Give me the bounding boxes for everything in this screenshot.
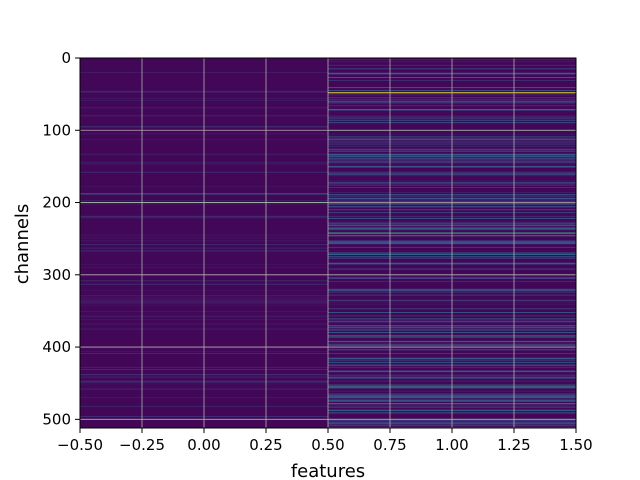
y-tick-label: 300 — [42, 266, 71, 284]
x-axis-label: features — [291, 461, 365, 480]
y-tick-label: 500 — [42, 410, 71, 428]
y-tick-label: 200 — [42, 194, 71, 212]
x-tick-label: 1.00 — [435, 436, 468, 454]
x-tick-label: 0.25 — [249, 436, 282, 454]
x-tick-label: 0.50 — [311, 436, 344, 454]
y-axis-ticks: 0 100 200 300 400 500 — [42, 49, 80, 428]
y-tick-label: 400 — [42, 338, 71, 356]
x-tick-label: −0.25 — [119, 436, 165, 454]
x-tick-label: −0.50 — [57, 436, 103, 454]
y-tick-label: 100 — [42, 121, 71, 139]
x-tick-label: 1.25 — [497, 436, 530, 454]
y-axis-label: channels — [12, 204, 33, 285]
x-tick-label: 0.75 — [373, 436, 406, 454]
x-tick-label: 0.00 — [187, 436, 220, 454]
x-axis-ticks: −0.50 −0.25 0.00 0.25 0.50 0.75 1.00 1.25 1.50 — [57, 428, 593, 454]
plot-area — [79, 57, 577, 429]
y-tick-label: 0 — [61, 49, 71, 67]
x-tick-label: 1.50 — [559, 436, 592, 454]
